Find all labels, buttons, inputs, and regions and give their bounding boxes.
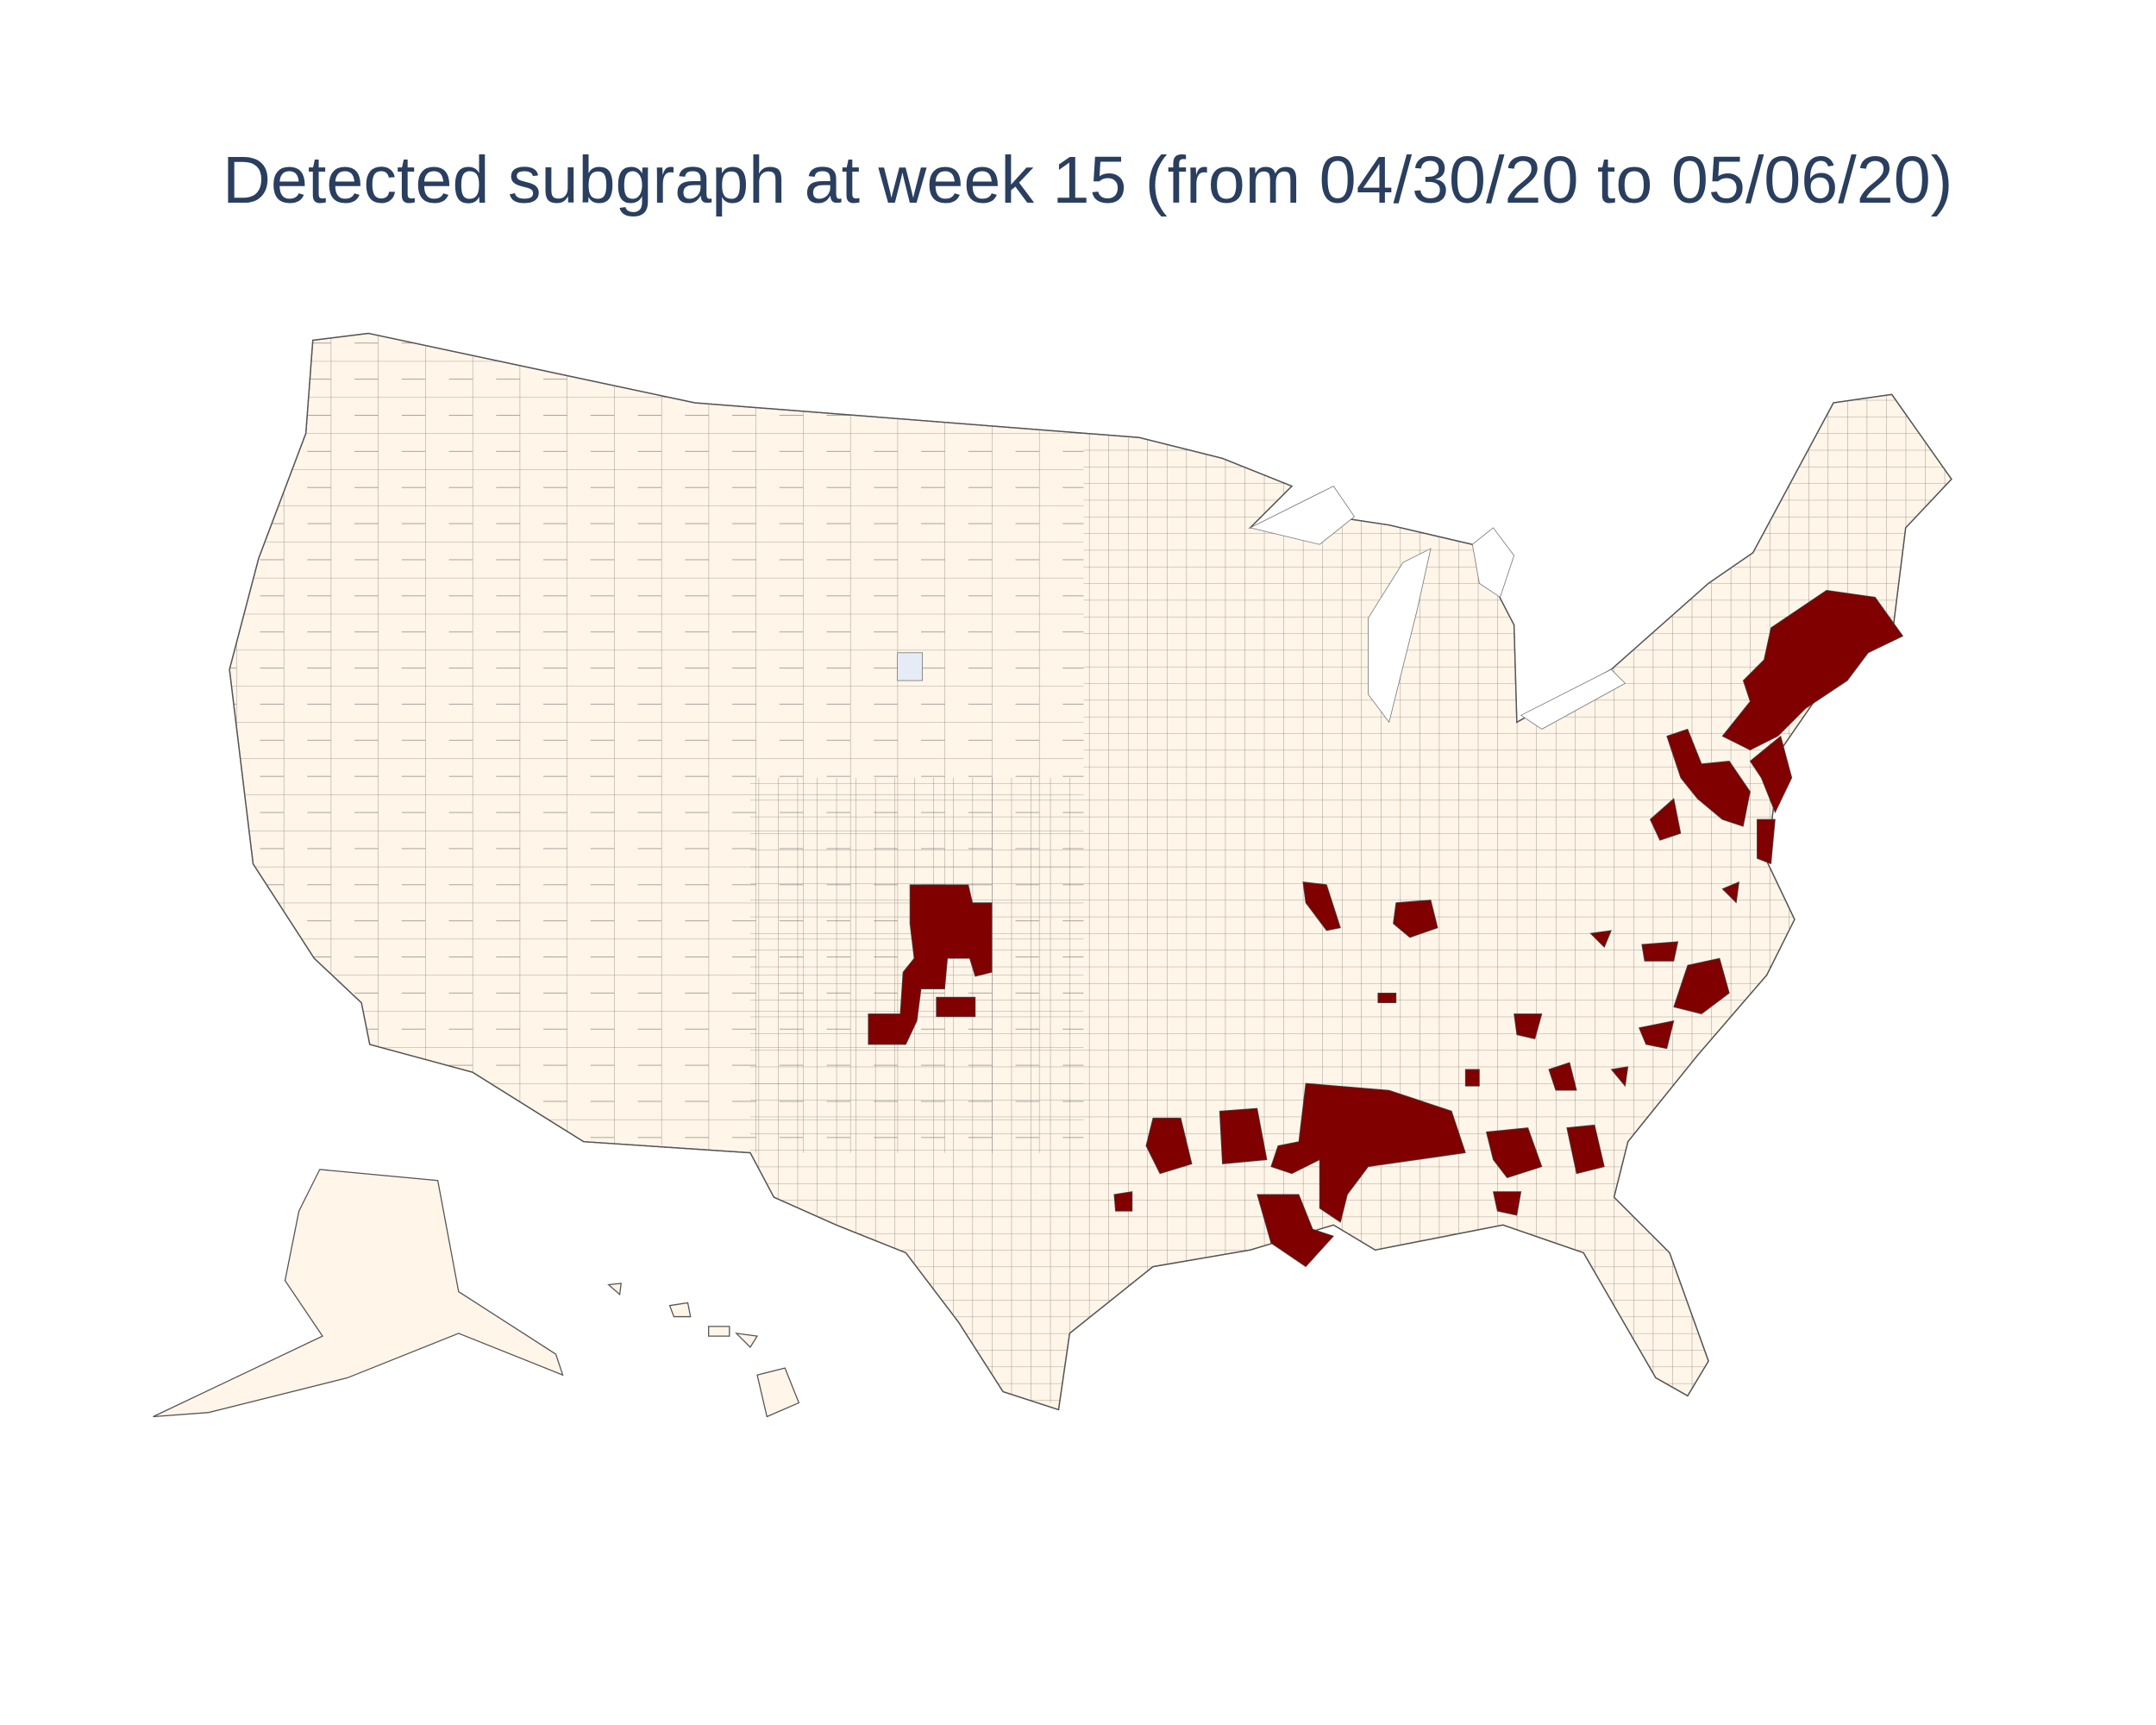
- alaska: [153, 1169, 564, 1418]
- detected-counties: [868, 589, 1904, 1268]
- map-title: Detected subgraph at week 15 (from 04/30…: [222, 143, 1952, 217]
- contiguous-us: [229, 332, 1952, 1411]
- hawaii: [607, 1283, 800, 1418]
